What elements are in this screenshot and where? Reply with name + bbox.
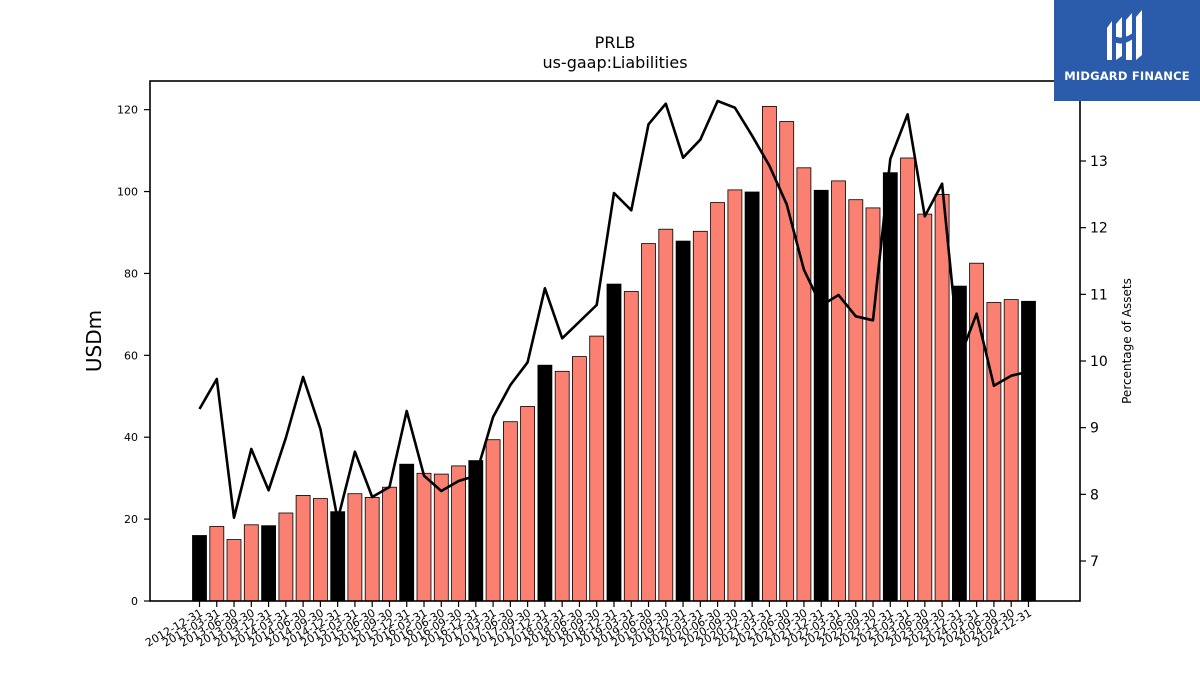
- bar-2012-12-31: [192, 535, 207, 602]
- bar-2022-12-31: [882, 172, 898, 602]
- bar-2015-09-30: [382, 486, 397, 602]
- percentage-line: [198, 99, 1029, 522]
- bar-2014-03-31: [278, 512, 294, 602]
- y-tick-label: 80: [124, 267, 138, 280]
- bar-2024-06-30: [986, 302, 1002, 602]
- y2-tick-label: 8: [1090, 487, 1099, 503]
- bar-2021-12-31: [813, 189, 829, 602]
- y-tick-label: 60: [124, 349, 138, 362]
- bar-2019-06-30: [641, 243, 656, 602]
- bar-2019-09-30: [658, 228, 674, 602]
- bar-2023-06-30: [917, 213, 933, 602]
- bar-2020-06-30: [710, 202, 725, 602]
- bar-2019-12-31: [675, 240, 691, 602]
- y-tick-label: 0: [131, 595, 138, 608]
- bar-2024-12-31: [1021, 300, 1036, 602]
- bar-2014-09-30: [312, 498, 328, 602]
- bar-2016-06-30: [433, 473, 449, 602]
- y-axis-right: 7891011121314: [1080, 87, 1108, 570]
- bar-2023-12-31: [952, 285, 967, 602]
- bar-2018-12-31: [606, 283, 622, 602]
- y-tick-label: 20: [124, 513, 138, 526]
- bar-2021-03-31: [762, 106, 777, 602]
- bar-2024-09-30: [1003, 299, 1019, 602]
- y-axis-label: USDm: [82, 310, 106, 372]
- y2-tick-label: 11: [1090, 287, 1108, 303]
- bar-2021-09-30: [796, 167, 812, 602]
- y-axis-left: 0 20 40 60 80 100 120: [117, 104, 150, 608]
- bar-2013-03-31: [209, 526, 225, 602]
- bar-2020-12-31: [744, 191, 760, 602]
- bar-2022-06-30: [848, 199, 864, 602]
- logo-mark-icon: [1107, 10, 1142, 60]
- y-tick-label: 40: [124, 431, 138, 444]
- bar-2014-06-30: [295, 494, 311, 602]
- bar-2016-09-30: [451, 465, 467, 602]
- y2-tick-label: 12: [1090, 221, 1108, 237]
- y2-tick-label: 10: [1090, 354, 1108, 370]
- bar-2015-06-30: [364, 496, 380, 602]
- bar-2017-12-31: [537, 364, 553, 602]
- bar-2023-03-31: [900, 157, 915, 602]
- bar-2022-03-31: [831, 180, 846, 602]
- plot-frame: [149, 80, 1081, 602]
- y2-tick-label: 7: [1090, 554, 1099, 570]
- logo-text: MIDGARD FINANCE: [1064, 69, 1190, 83]
- bar-2023-09-30: [934, 193, 950, 602]
- midgard-finance-logo: MIDGARD FINANCE: [1054, 0, 1200, 101]
- y2-tick-label: 13: [1090, 154, 1108, 170]
- bar-2013-12-31: [261, 525, 277, 602]
- chart-subtitle: us-gaap:Liabilities: [542, 53, 687, 72]
- bar-2013-06-30: [226, 539, 242, 602]
- y-tick-label: 120: [117, 104, 138, 117]
- bar-2020-03-31: [692, 230, 708, 602]
- bar-2019-03-31: [623, 291, 639, 602]
- bar-2016-03-31: [416, 472, 432, 602]
- bar-2013-09-30: [243, 524, 259, 602]
- bar-2017-09-30: [520, 406, 535, 602]
- bar-2015-03-31: [347, 493, 363, 602]
- bar-2017-03-31: [485, 439, 501, 602]
- bar-2016-12-31: [468, 460, 484, 602]
- bar-2018-03-31: [554, 370, 570, 602]
- bar-2014-12-31: [330, 511, 346, 602]
- bar-series: [192, 106, 1036, 602]
- bar-2015-12-31: [399, 463, 415, 602]
- chart-title: PRLB: [595, 33, 636, 52]
- bar-2020-09-30: [727, 189, 743, 602]
- y2-axis-label: Percentage of Assets: [1120, 278, 1134, 404]
- x-axis: 2012-12-312013-03-312013-06-302013-09-30…: [143, 601, 1034, 650]
- bar-2017-06-30: [502, 421, 518, 602]
- bar-2018-09-30: [589, 335, 605, 602]
- y-tick-label: 100: [117, 186, 138, 199]
- bar-2018-06-30: [572, 356, 587, 602]
- y2-tick-label: 9: [1090, 421, 1099, 437]
